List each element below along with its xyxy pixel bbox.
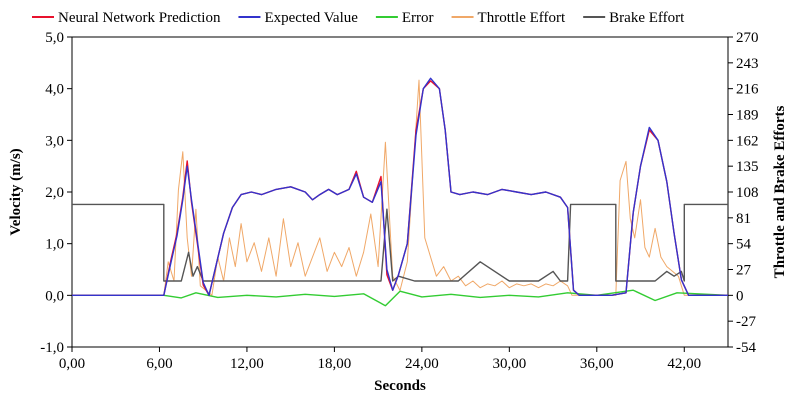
y2-axis-title: Throttle and Brake Efforts bbox=[772, 106, 788, 279]
y-tick-label: -1,0 bbox=[40, 340, 64, 356]
legend-label: Brake Effort bbox=[609, 10, 685, 26]
legend-item: Neural Network Prediction bbox=[32, 10, 221, 26]
y2-tick-label: -54 bbox=[736, 340, 756, 356]
y2-tick-label: 162 bbox=[736, 133, 759, 149]
x-tick-label: 0,00 bbox=[59, 356, 85, 372]
y-tick-label: 2,0 bbox=[45, 185, 64, 201]
axes: 0,00 6,00 12,00 18,00 24,00 30,00 36,00 42,00-1… bbox=[40, 30, 759, 372]
legend-label: Throttle Effort bbox=[478, 10, 566, 26]
series-line-expected-value bbox=[72, 77, 728, 296]
y2-tick-label: 135 bbox=[736, 159, 759, 175]
legend-item: Throttle Effort bbox=[451, 10, 566, 26]
y2-tick-label: -27 bbox=[736, 314, 756, 330]
legend-label: Neural Network Prediction bbox=[58, 10, 221, 26]
y2-tick-label: 216 bbox=[736, 82, 759, 98]
x-tick-label: 36,00 bbox=[580, 356, 614, 372]
legend-item: Error bbox=[375, 10, 434, 26]
legend-item: Brake Effort bbox=[583, 10, 685, 26]
x-tick-label: 18,00 bbox=[318, 356, 352, 372]
y-tick-label: 0,0 bbox=[45, 288, 64, 304]
y-tick-label: 3,0 bbox=[45, 133, 64, 149]
y2-tick-label: 0 bbox=[736, 288, 744, 304]
legend-label: Expected Value bbox=[264, 10, 358, 26]
legend: Neural Network Prediction Expected Value E… bbox=[32, 10, 685, 26]
series-line-error bbox=[72, 289, 729, 307]
series-line-brake-effort bbox=[72, 203, 728, 282]
y2-tick-label: 54 bbox=[736, 237, 752, 253]
x-tick-label: 42,00 bbox=[667, 356, 701, 372]
y2-tick-label: 108 bbox=[736, 185, 759, 201]
y2-tick-label: 243 bbox=[736, 56, 759, 72]
series-line-throttle-effort bbox=[72, 79, 728, 296]
y2-tick-label: 81 bbox=[736, 211, 751, 227]
y-tick-label: 4,0 bbox=[45, 82, 64, 98]
y-axis-title: Velocity (m/s) bbox=[8, 148, 24, 235]
y-tick-label: 1,0 bbox=[45, 237, 64, 253]
x-tick-label: 24,00 bbox=[405, 356, 439, 372]
y2-tick-label: 189 bbox=[736, 108, 759, 124]
plot-frame bbox=[71, 36, 729, 348]
plot-area bbox=[72, 77, 729, 307]
y-tick-label: 5,0 bbox=[45, 30, 64, 46]
x-tick-label: 6,00 bbox=[146, 356, 172, 372]
legend-item: Expected Value bbox=[238, 10, 358, 26]
legend-label: Error bbox=[402, 10, 434, 26]
x-tick-label: 12,00 bbox=[230, 356, 264, 372]
y2-tick-label: 27 bbox=[736, 263, 752, 279]
x-tick-label: 30,00 bbox=[492, 356, 526, 372]
y2-tick-label: 270 bbox=[736, 30, 759, 46]
x-axis-title: Seconds bbox=[374, 378, 426, 394]
